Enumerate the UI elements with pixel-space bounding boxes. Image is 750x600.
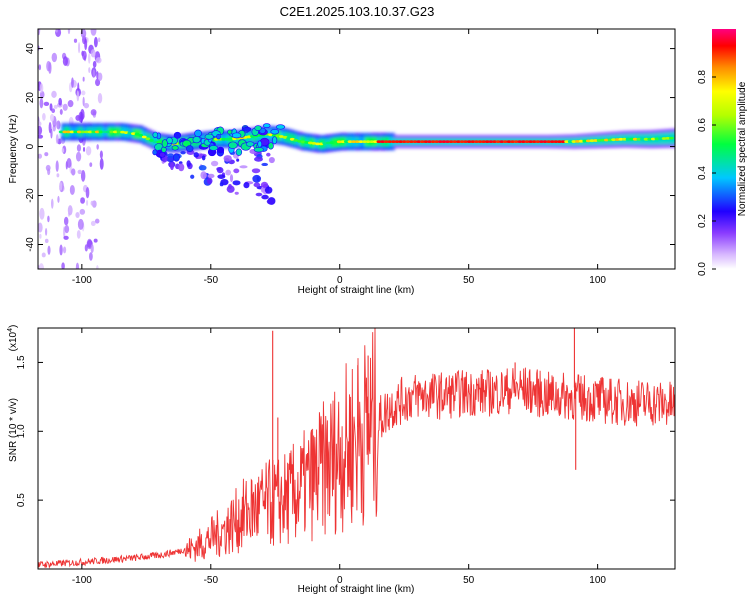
snr-series-line xyxy=(38,328,675,569)
snr-y-ticks: 0.5 1.0 1.5 xyxy=(16,355,675,507)
snr-panel: -100 -50 0 50 100 0.5 1.0 1.5 Height of straig… xyxy=(7,325,676,595)
spectrogram-y-tick-label: -40 xyxy=(25,237,36,252)
colorbar: 0.0 0.2 0.4 0.6 0.8 Normalized spectral ampl… xyxy=(697,29,748,276)
snr-y-multiplier-base: (x10 xyxy=(8,331,19,351)
colorbar-tick-label: 0.0 xyxy=(697,262,708,276)
snr-background xyxy=(38,328,675,569)
spectrogram-y-tick-label: 20 xyxy=(25,92,36,104)
colorbar-tick-label: 0.6 xyxy=(697,118,708,132)
spectrogram-y-ticks: -40 -20 0 20 40 xyxy=(25,43,675,252)
snr-y-tick-label: 1.5 xyxy=(16,355,27,369)
spectrogram-x-tick-label: 50 xyxy=(463,275,475,286)
colorbar-gradient xyxy=(712,29,736,269)
snr-x-axis-label: Height of straight line (km) xyxy=(298,584,415,595)
spectrogram-y-axis-label: Frequency (Hz) xyxy=(8,115,19,184)
spectrogram-panel: -100 -50 0 50 100 -40 -20 0 20 40 Height of stra… xyxy=(8,28,676,296)
spectrogram-x-axis-label: Height of straight line (km) xyxy=(298,285,415,296)
spectrogram-y-tick-label: -20 xyxy=(25,188,36,203)
colorbar-tick-label: 0.8 xyxy=(697,70,708,84)
snr-x-tick-label: -50 xyxy=(204,575,219,586)
spectrogram-x-tick-label: -50 xyxy=(204,275,219,286)
snr-x-tick-label: -100 xyxy=(72,575,92,586)
spectrogram-y-tick-label: 0 xyxy=(25,143,36,149)
snr-frame xyxy=(37,327,676,570)
spectrogram-x-tick-label: 0 xyxy=(337,275,343,286)
snr-y-axis-label: SNR (10 * v/v) xyxy=(8,398,19,462)
snr-y-multiplier: (x104) xyxy=(7,325,19,352)
snr-y-tick-label: 1.0 xyxy=(16,424,27,438)
figure-title: C2E1.2025.103.10.37.G23 xyxy=(280,4,435,19)
spectrogram-y-tick-label: 40 xyxy=(25,43,36,55)
colorbar-tick-label: 0.4 xyxy=(697,166,708,180)
snr-x-ticks: -100 -50 0 50 100 xyxy=(72,328,606,586)
snr-x-tick-label: 100 xyxy=(589,575,606,586)
snr-y-multiplier-exponent: 4 xyxy=(7,328,14,332)
spectrogram-heatmap xyxy=(38,29,675,269)
snr-y-tick-label: 0.5 xyxy=(16,493,27,507)
colorbar-ticks: 0.0 0.2 0.4 0.6 0.8 xyxy=(697,70,716,276)
snr-x-tick-label: 50 xyxy=(463,575,475,586)
colorbar-label: Normalized spectral amplitude xyxy=(737,81,748,216)
spectrogram-x-ticks: -100 -50 0 50 100 xyxy=(72,29,606,286)
snr-y-multiplier-close: ) xyxy=(8,325,19,328)
spectrogram-frame xyxy=(37,28,676,270)
snr-x-tick-label: 0 xyxy=(337,575,343,586)
spectrogram-x-tick-label: 100 xyxy=(589,275,606,286)
colorbar-tick-label: 0.2 xyxy=(697,214,708,228)
spectrogram-x-tick-label: -100 xyxy=(72,275,92,286)
